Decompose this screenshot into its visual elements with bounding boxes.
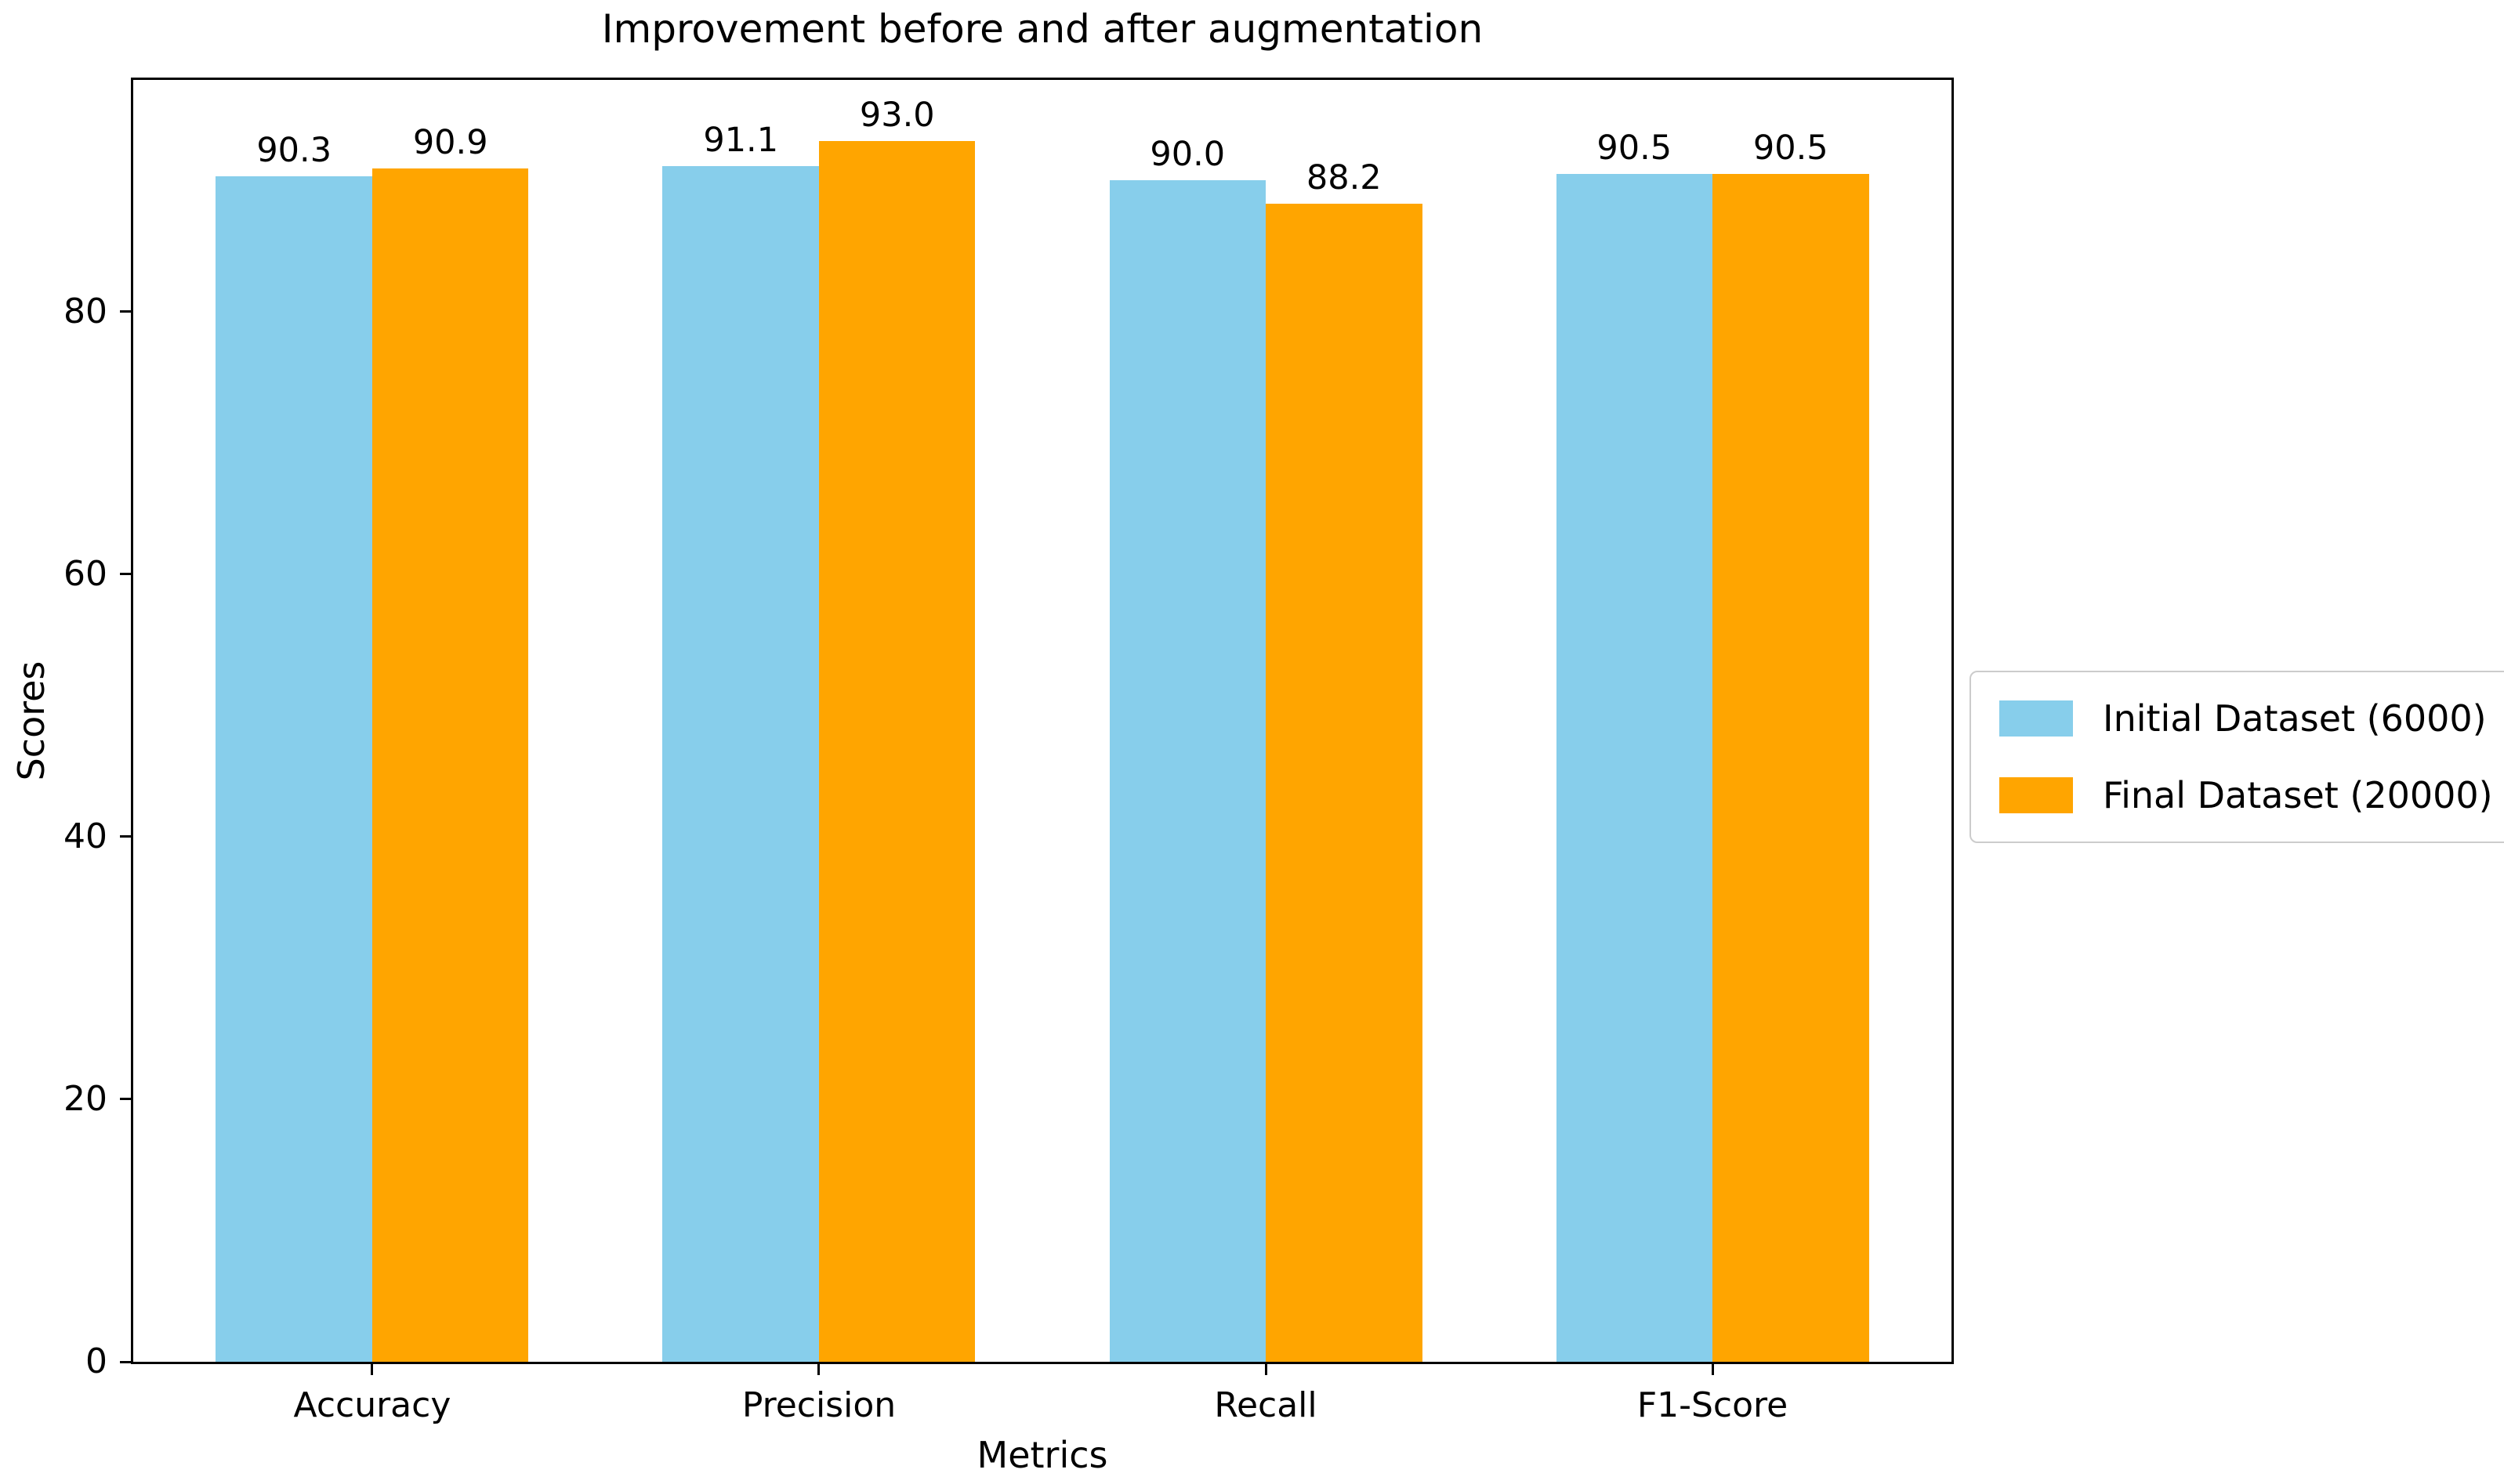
bar-value-label: 90.5 — [1752, 128, 1828, 168]
x-tick-label-precision: Precision — [741, 1385, 897, 1425]
y-tick-mark — [120, 1360, 133, 1363]
bar-precision-series-0 — [662, 165, 819, 1362]
bar-value-label: 88.2 — [1306, 158, 1382, 198]
y-tick-mark — [120, 573, 133, 576]
bar-recall-series-1 — [1266, 204, 1422, 1362]
legend-item-initial-dataset: Initial Dataset (6000) — [1999, 697, 2493, 740]
bar-value-label: 90.3 — [256, 131, 332, 171]
x-tick-mark — [1264, 1362, 1267, 1375]
y-tick-mark — [120, 1098, 133, 1101]
bar-recall-series-0 — [1109, 180, 1266, 1362]
bar-value-label: 90.0 — [1150, 135, 1226, 175]
x-axis-label: Metrics — [977, 1434, 1108, 1476]
y-tick-label: 80 — [63, 291, 107, 331]
legend-label-final-dataset: Final Dataset (20000) — [2103, 774, 2493, 816]
chart-title: Improvement before and after augmentatio… — [601, 6, 1484, 52]
legend: Initial Dataset (6000) Final Dataset (20… — [1969, 671, 2504, 843]
bar-accuracy-series-0 — [216, 176, 372, 1362]
x-tick-mark — [371, 1362, 374, 1375]
y-tick-mark — [120, 835, 133, 838]
y-tick-label: 20 — [63, 1078, 107, 1119]
legend-swatch-final-dataset-icon — [1999, 777, 2073, 813]
y-axis-label: Scores — [10, 661, 53, 781]
bar-f1-score-series-0 — [1556, 173, 1713, 1362]
y-tick-label: 60 — [63, 553, 107, 594]
bar-value-label: 90.5 — [1596, 128, 1672, 168]
bar-value-label: 93.0 — [859, 95, 935, 135]
bar-value-label: 91.1 — [703, 120, 779, 160]
x-tick-mark — [817, 1362, 821, 1375]
legend-swatch-initial-dataset-icon — [1999, 700, 2073, 737]
legend-label-initial-dataset: Initial Dataset (6000) — [2103, 697, 2487, 740]
bar-value-label: 90.9 — [412, 123, 488, 163]
x-tick-label-f1-score: F1-Score — [1636, 1385, 1788, 1425]
x-tick-mark — [1711, 1362, 1714, 1375]
y-tick-mark — [120, 310, 133, 313]
x-tick-label-accuracy: Accuracy — [293, 1385, 451, 1425]
legend-item-final-dataset: Final Dataset (20000) — [1999, 774, 2493, 816]
bar-precision-series-1 — [818, 140, 976, 1362]
x-tick-label-recall: Recall — [1214, 1385, 1317, 1425]
y-tick-label: 40 — [63, 816, 107, 856]
bar-accuracy-series-1 — [371, 168, 529, 1362]
y-tick-label: 0 — [85, 1341, 107, 1381]
bar-f1-score-series-1 — [1712, 173, 1869, 1362]
